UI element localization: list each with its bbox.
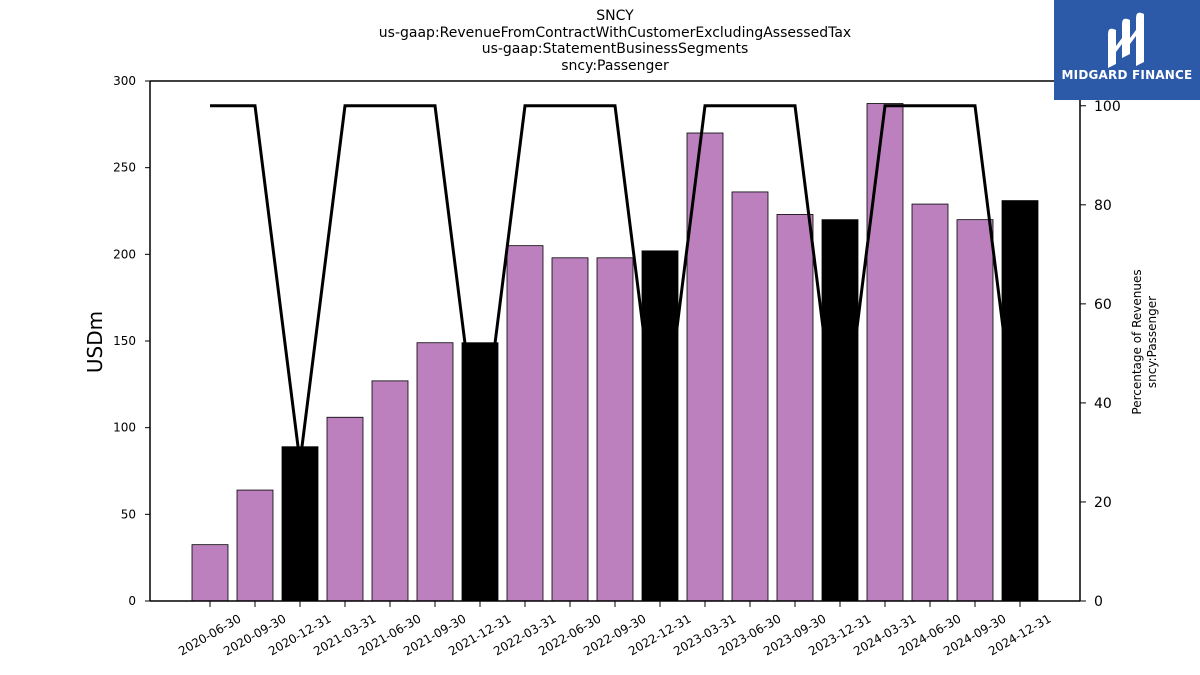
midgard-finance-logo: MIDGARD FINANCE [1054, 0, 1200, 100]
bar [911, 203, 949, 602]
bar [821, 219, 859, 602]
bar [866, 103, 904, 602]
y-right-tick-label: 20 [1094, 495, 1112, 511]
y-tick-label: 50 [121, 507, 136, 521]
title-line: SNCY [596, 8, 634, 24]
bar [236, 489, 274, 602]
logo-mark-icon [1108, 12, 1144, 69]
y-axis-right-title: Percentage of Revenues sncy:Passenger [1130, 269, 1159, 414]
bar [461, 342, 499, 602]
bar [281, 446, 319, 602]
bar [326, 416, 364, 602]
y-right-tick-label: 100 [1094, 99, 1121, 115]
percentage-series-line [210, 104, 1022, 463]
y-tick-label: 200 [113, 247, 136, 261]
percentage-line [210, 104, 1022, 463]
y-tick-label: 300 [113, 74, 136, 88]
y-tick-label: 150 [113, 334, 136, 348]
bar [641, 250, 679, 602]
bar [191, 544, 229, 602]
title-line: sncy:Passenger [561, 58, 669, 74]
bar [551, 257, 589, 602]
y-tick-label: 0 [128, 594, 136, 608]
y-axis-right-title-line: Percentage of Revenues [1130, 269, 1144, 414]
chart-title: SNCY us-gaap:RevenueFromContractWithCust… [379, 8, 851, 74]
x-axis-ticks: 2020-06-302020-09-302020-12-312021-03-31… [176, 601, 1054, 658]
y-right-tick-label: 80 [1094, 198, 1112, 214]
bar [776, 214, 814, 602]
bar [596, 257, 634, 602]
y-right-tick-label: 40 [1094, 396, 1112, 412]
y-axis-right-ticks: 0 20 40 60 80 100 [1080, 99, 1121, 610]
y-tick-label: 250 [113, 161, 136, 175]
bar [731, 191, 769, 602]
y-axis-left-title: USDm [83, 311, 107, 373]
title-line: us-gaap:StatementBusinessSegments [482, 41, 749, 57]
y-right-tick-label: 60 [1094, 297, 1112, 313]
logo-text: MIDGARD FINANCE [1061, 68, 1193, 82]
bars [191, 103, 1039, 602]
bar [1001, 200, 1039, 602]
bar [506, 245, 544, 602]
bar [956, 219, 994, 602]
bar [416, 342, 454, 602]
bar [371, 380, 409, 602]
y-right-tick-label: 0 [1094, 594, 1103, 610]
y-axis-left-ticks: 0 50 100 150 200 250 300 [113, 74, 150, 608]
title-line: us-gaap:RevenueFromContractWithCustomerE… [379, 25, 851, 41]
y-axis-right-title-line: sncy:Passenger [1145, 296, 1159, 388]
y-tick-label: 100 [113, 421, 136, 435]
